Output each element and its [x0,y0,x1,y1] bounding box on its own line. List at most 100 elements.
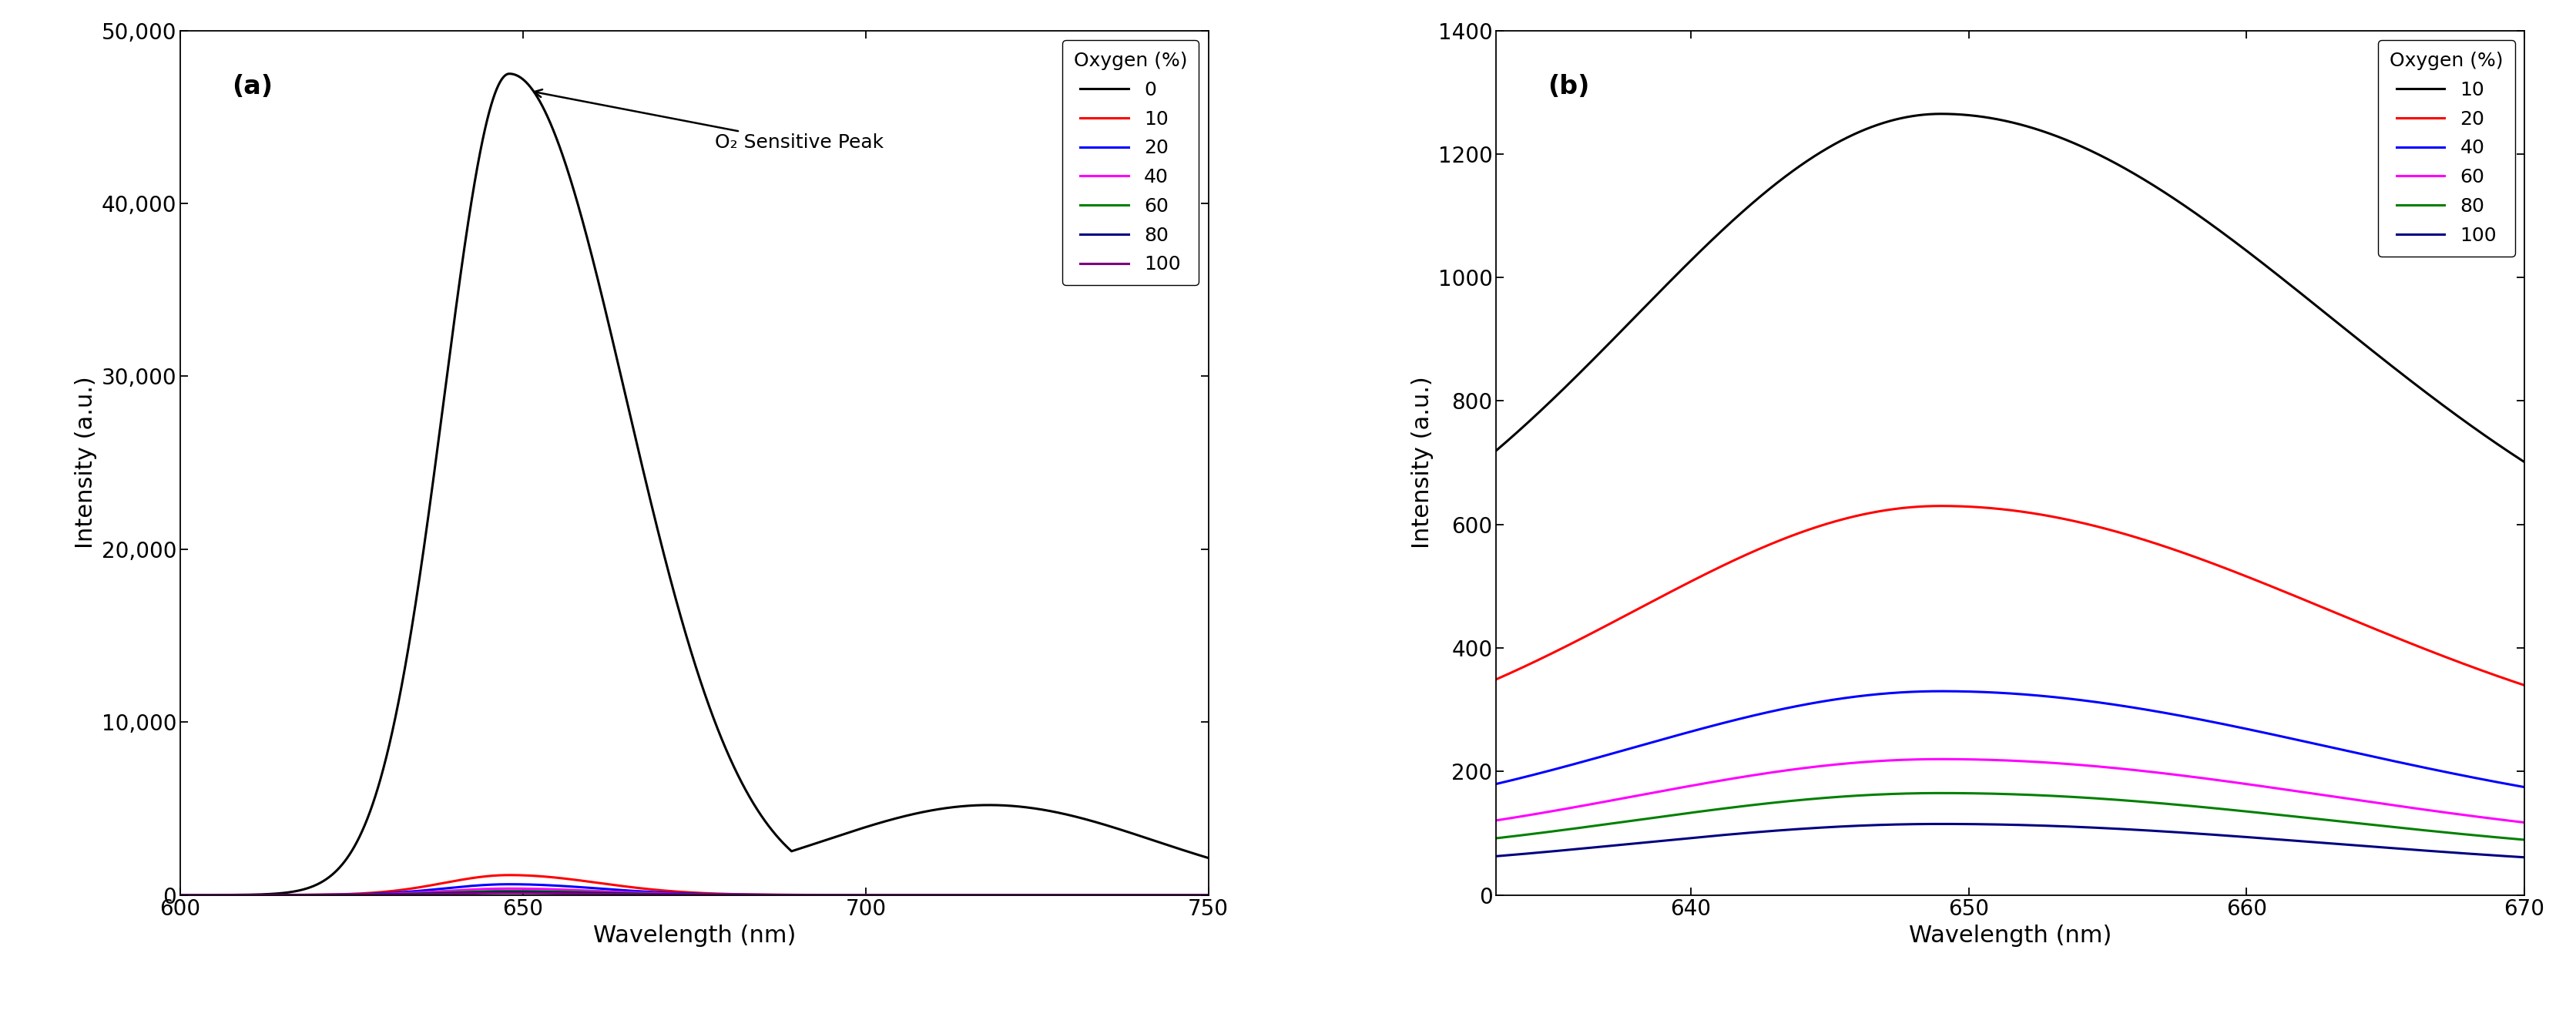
20 [1873,503,1904,516]
Legend: 10, 20, 40, 60, 80, 100: 10, 20, 40, 60, 80, 100 [2378,40,2514,256]
60 [2326,791,2357,803]
Line: 40: 40 [180,889,1208,895]
60 [933,889,963,901]
0 [933,801,963,814]
40 [2249,726,2280,738]
10 [781,889,811,901]
40 [1010,889,1041,901]
0 [781,843,811,855]
100 [2097,823,2128,835]
0 [495,68,526,80]
40 [933,889,963,901]
10 [2097,156,2128,168]
40 [2097,699,2128,711]
80 [350,889,381,901]
80 [1010,889,1041,901]
Y-axis label: Intensity (a.u.): Intensity (a.u.) [75,376,98,549]
100 [350,889,381,901]
0 [559,183,590,195]
20 [933,889,963,901]
20 [1924,500,1955,513]
80 [2509,834,2540,846]
Text: O₂ Sensitive Peak: O₂ Sensitive Peak [533,89,884,153]
100 [2151,826,2182,838]
10 [2151,187,2182,199]
Line: 100: 100 [1497,824,2524,857]
100 [1481,850,1512,862]
Line: 20: 20 [1497,506,2524,685]
100 [1873,819,1904,831]
100 [1924,818,1955,830]
X-axis label: Wavelength (nm): Wavelength (nm) [592,924,796,947]
60 [1481,815,1512,827]
Y-axis label: Intensity (a.u.): Intensity (a.u.) [1412,376,1435,549]
10 [165,889,196,901]
10 [350,887,381,899]
Line: 80: 80 [180,892,1208,895]
X-axis label: Wavelength (nm): Wavelength (nm) [1909,924,2112,947]
10 [1667,262,1698,275]
60 [350,889,381,901]
100 [2509,851,2540,863]
80 [2097,793,2128,805]
80 [495,886,526,898]
0 [1010,801,1041,814]
20 [1193,889,1224,901]
100 [2249,832,2280,844]
80 [2249,807,2280,820]
0 [350,814,381,826]
10 [1010,889,1041,901]
80 [933,889,963,901]
60 [2509,817,2540,829]
100 [165,889,196,901]
20 [2326,609,2357,621]
20 [1667,580,1698,592]
10 [1924,108,1955,120]
20 [495,878,526,890]
40 [2509,781,2540,793]
Line: 10: 10 [180,875,1208,895]
10 [933,889,963,901]
20 [2097,525,2128,537]
40 [559,884,590,896]
80 [1193,889,1224,901]
60 [495,885,526,897]
80 [1873,788,1904,800]
20 [559,881,590,893]
0 [1193,852,1224,864]
60 [2151,768,2182,780]
10 [2326,320,2357,333]
100 [1667,833,1698,845]
40 [2151,707,2182,719]
40 [1193,889,1224,901]
40 [1924,685,1955,698]
60 [1193,889,1224,901]
60 [781,889,811,901]
10 [1481,444,1512,457]
100 [1193,889,1224,901]
20 [165,889,196,901]
20 [2151,540,2182,552]
100 [781,889,811,901]
10 [1873,115,1904,127]
80 [2151,797,2182,810]
40 [1873,687,1904,700]
100 [559,888,590,900]
100 [933,889,963,901]
80 [559,887,590,899]
80 [1667,807,1698,820]
80 [1924,787,1955,799]
40 [1481,778,1512,790]
Line: 80: 80 [1497,793,2524,840]
20 [835,889,866,901]
Line: 100: 100 [180,893,1208,895]
100 [2326,838,2357,850]
100 [495,887,526,899]
20 [2509,679,2540,692]
Line: 0: 0 [180,74,1208,895]
60 [1873,755,1904,767]
20 [1481,673,1512,685]
60 [835,889,866,901]
60 [1667,781,1698,793]
60 [1924,753,1955,765]
